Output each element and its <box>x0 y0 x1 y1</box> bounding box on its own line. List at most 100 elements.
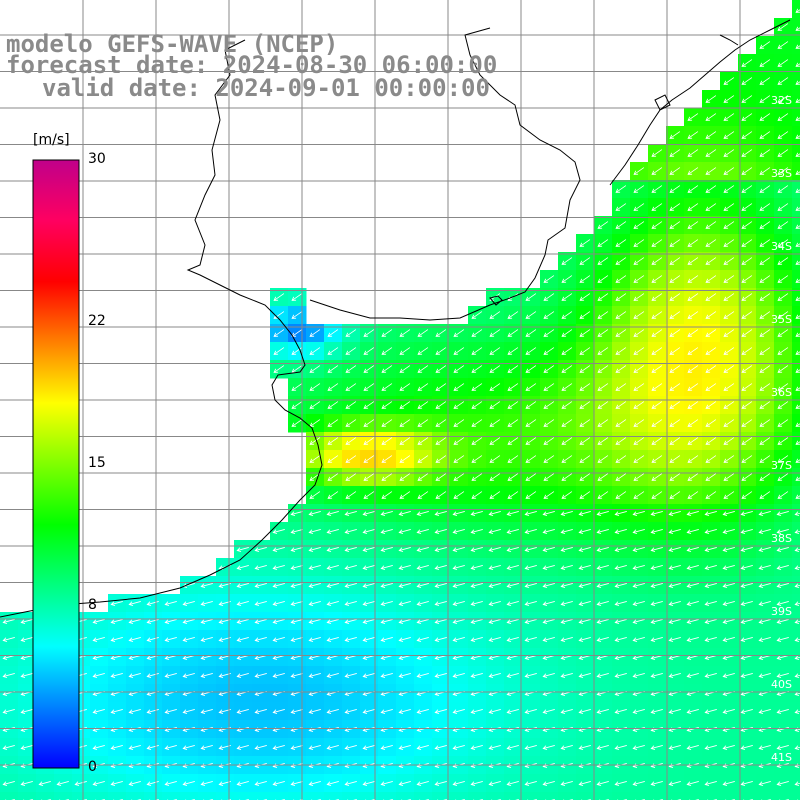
field-cell <box>432 792 451 800</box>
wind-arrow <box>650 529 663 535</box>
wind-arrow <box>543 401 555 409</box>
wind-arrow <box>525 455 537 463</box>
wind-arrow <box>200 709 213 715</box>
field-cell <box>684 792 703 800</box>
field-cell <box>324 792 343 800</box>
wind-arrow <box>560 511 573 517</box>
field-cell <box>792 468 800 487</box>
field-cell <box>792 378 800 397</box>
wind-arrow <box>290 547 303 553</box>
wind-arrow <box>489 365 501 373</box>
wind-arrow <box>777 365 789 373</box>
wind-arrow <box>741 275 753 283</box>
wind-arrow <box>525 401 537 409</box>
wind-arrow <box>741 239 753 247</box>
wind-arrow <box>723 455 735 463</box>
wind-arrow <box>596 673 609 679</box>
wind-arrow <box>741 401 753 409</box>
wind-arrow <box>381 383 393 391</box>
wind-arrow <box>614 583 627 589</box>
wind-arrow <box>705 455 717 463</box>
wind-arrow <box>236 673 249 679</box>
wind-arrow <box>273 347 285 355</box>
wind-arrow <box>362 637 375 643</box>
wind-arrow <box>164 637 177 643</box>
wind-arrow <box>507 473 519 481</box>
wind-arrow <box>524 709 537 715</box>
wind-arrow <box>110 637 123 643</box>
wind-arrow <box>668 583 681 589</box>
wind-arrow <box>597 473 609 481</box>
wind-arrow <box>740 565 753 571</box>
wind-arrow <box>705 401 717 409</box>
wind-arrow <box>795 278 800 283</box>
wind-arrow <box>362 745 375 751</box>
wind-arrow <box>453 491 465 499</box>
wind-arrow <box>795 368 800 373</box>
wind-arrow <box>470 745 483 751</box>
field-cell <box>792 270 800 289</box>
wind-arrow <box>344 511 357 517</box>
wind-arrow <box>416 565 429 571</box>
wind-arrow <box>344 583 357 589</box>
wind-arrow <box>651 239 663 247</box>
wind-arrow <box>795 116 800 121</box>
field-cell <box>144 792 163 800</box>
wind-arrow <box>651 311 663 319</box>
wind-arrow <box>453 329 465 337</box>
wind-arrow <box>524 511 537 517</box>
wind-arrow <box>290 565 303 571</box>
wind-arrow <box>308 583 321 589</box>
wind-arrow <box>740 583 753 589</box>
wind-arrow <box>795 188 800 193</box>
wind-arrow <box>344 565 357 571</box>
wind-arrow <box>435 491 447 499</box>
wind-arrow <box>344 709 357 715</box>
wind-arrow <box>435 437 447 445</box>
wind-arrow <box>110 673 123 679</box>
wind-arrow <box>596 709 609 715</box>
wind-arrow <box>723 257 735 265</box>
wind-arrow <box>200 745 213 751</box>
wind-arrow <box>363 329 375 337</box>
wind-arrow <box>471 419 483 427</box>
wind-arrow <box>470 583 483 589</box>
wind-arrow <box>309 401 321 409</box>
wind-arrow <box>579 365 591 373</box>
wind-arrow <box>776 547 789 553</box>
wind-arrow <box>669 419 681 427</box>
wind-arrow <box>506 781 519 787</box>
wind-arrow <box>777 419 789 427</box>
field-cell <box>54 792 73 800</box>
wind-arrow <box>759 113 771 121</box>
wind-arrow <box>597 257 609 265</box>
wind-arrow <box>327 365 339 373</box>
field-cell <box>558 792 577 800</box>
wind-arrow <box>579 311 591 319</box>
wind-arrow <box>326 565 339 571</box>
wind-arrow <box>687 185 699 193</box>
wind-arrow <box>615 185 627 193</box>
wind-arrow <box>398 565 411 571</box>
wind-arrow <box>128 781 141 787</box>
wind-arrow <box>362 511 375 517</box>
latitude-label: 32S <box>771 94 792 107</box>
wind-arrow <box>380 565 393 571</box>
wind-arrow <box>290 745 303 751</box>
wind-arrow <box>795 44 800 49</box>
wind-arrow <box>633 239 645 247</box>
wind-arrow <box>146 619 159 625</box>
wind-arrow <box>398 583 411 589</box>
wind-arrow <box>309 347 321 355</box>
wind-arrow <box>561 383 573 391</box>
wind-arrow <box>525 365 537 373</box>
wind-arrow <box>777 383 789 391</box>
field-cell <box>738 792 757 800</box>
wind-arrow <box>488 709 501 715</box>
wind-arrow <box>345 419 357 427</box>
wind-arrow <box>291 347 303 355</box>
wind-arrow <box>651 167 663 175</box>
wind-arrow <box>506 745 519 751</box>
wind-arrow <box>759 383 771 391</box>
